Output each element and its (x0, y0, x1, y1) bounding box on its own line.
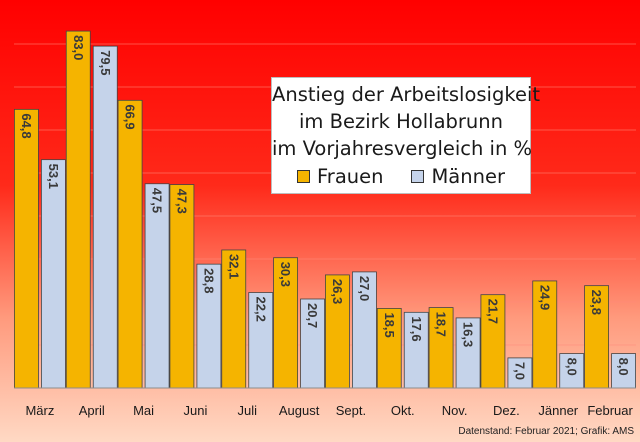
legend-item-maenner: Männer (411, 163, 505, 190)
x-tick-label: Februar (587, 403, 633, 418)
bar-frauen (376, 308, 402, 389)
bars (14, 30, 636, 389)
data-label: 47,3 (174, 189, 189, 214)
data-label: 64,8 (19, 113, 34, 138)
bar-frauen (584, 285, 609, 389)
data-label: 18,5 (382, 312, 397, 337)
bar-maenner (92, 45, 118, 389)
data-labels: 64,8 53,1 83,0 79,5 66,9 47,5 47,3 28,8 32,1 22,2… (19, 35, 631, 380)
legend-label-maenner: Männer (431, 165, 505, 188)
legend: Frauen Männer (272, 163, 530, 190)
x-tick-label: Dez. (493, 403, 520, 418)
chart-title-legend: Anstieg der Arbeitslosigkeit im Bezirk H… (271, 77, 541, 194)
chart-title-line-1: Anstieg der Arbeitslosigkeit (272, 83, 541, 106)
data-label: 47,5 (150, 188, 165, 213)
bar-frauen (117, 99, 143, 389)
data-label: 53,1 (46, 164, 61, 189)
x-tick-label: März (25, 403, 54, 418)
bar-frauen (65, 30, 91, 389)
data-label: 28,8 (201, 268, 216, 293)
x-tick-label: Okt. (391, 403, 415, 418)
bar-frauen (273, 257, 298, 389)
bar-maenner (144, 183, 170, 389)
x-tick-label: Juni (183, 403, 207, 418)
bar-frauen (325, 274, 350, 389)
bar-maenner (41, 159, 66, 389)
data-label: 22,2 (253, 297, 268, 322)
bar-maenner (352, 271, 377, 389)
bar-maenner (507, 357, 533, 389)
bar-frauen (480, 294, 506, 389)
data-label: 66,9 (123, 104, 138, 129)
legend-swatch-maenner (411, 170, 425, 183)
data-label: 30,3 (278, 262, 293, 287)
data-label: 83,0 (71, 35, 86, 60)
bar-maenner (300, 298, 325, 389)
bar-maenner (403, 311, 429, 389)
data-label: 20,7 (305, 303, 320, 328)
data-label: 8,0 (616, 358, 631, 376)
x-tick-label: Jänner (538, 403, 578, 418)
bar-maenner (611, 353, 636, 389)
legend-swatch-frauen (297, 170, 310, 183)
chart-title-line-3: im Vorjahresvergleich in % (272, 137, 533, 160)
chart-title-line-2: im Bezirk Hollabrunn (299, 110, 503, 133)
data-label: 21,7 (485, 299, 500, 324)
bar-maenner (196, 263, 222, 389)
bar-maenner (248, 292, 274, 389)
data-label: 8,0 (564, 358, 579, 376)
bar-frauen (221, 249, 247, 389)
data-label: 16,3 (461, 322, 476, 347)
source-note: Datenstand: Februar 2021; Grafik: AMS (458, 426, 634, 437)
x-tick-label: April (79, 403, 105, 418)
data-label: 24,9 (537, 285, 552, 310)
data-label: 7,0 (512, 362, 527, 380)
bar-frauen (532, 280, 558, 389)
x-tick-label: August (279, 403, 320, 418)
x-tick-label: Nov. (442, 403, 468, 418)
bar-frauen (14, 108, 39, 389)
data-label: 17,6 (409, 316, 424, 341)
data-label: 26,3 (330, 279, 345, 304)
x-axis: März April Mai Juni Juli August Sept. Okt. Nov. D… (14, 387, 636, 418)
data-label: 18,7 (434, 312, 449, 337)
x-tick-label: Mai (133, 403, 154, 418)
data-label: 23,8 (589, 290, 604, 315)
x-tick-label: Sept. (336, 403, 366, 418)
data-label: 27,0 (357, 276, 372, 301)
bar-frauen (428, 307, 454, 389)
bar-maenner (559, 353, 585, 389)
legend-label-frauen: Frauen (317, 165, 384, 188)
data-label: 32,1 (226, 254, 241, 279)
x-tick-label: Juli (237, 403, 257, 418)
data-label: 79,5 (98, 50, 113, 75)
bar-frauen (169, 184, 195, 389)
legend-item-frauen: Frauen (297, 163, 383, 190)
